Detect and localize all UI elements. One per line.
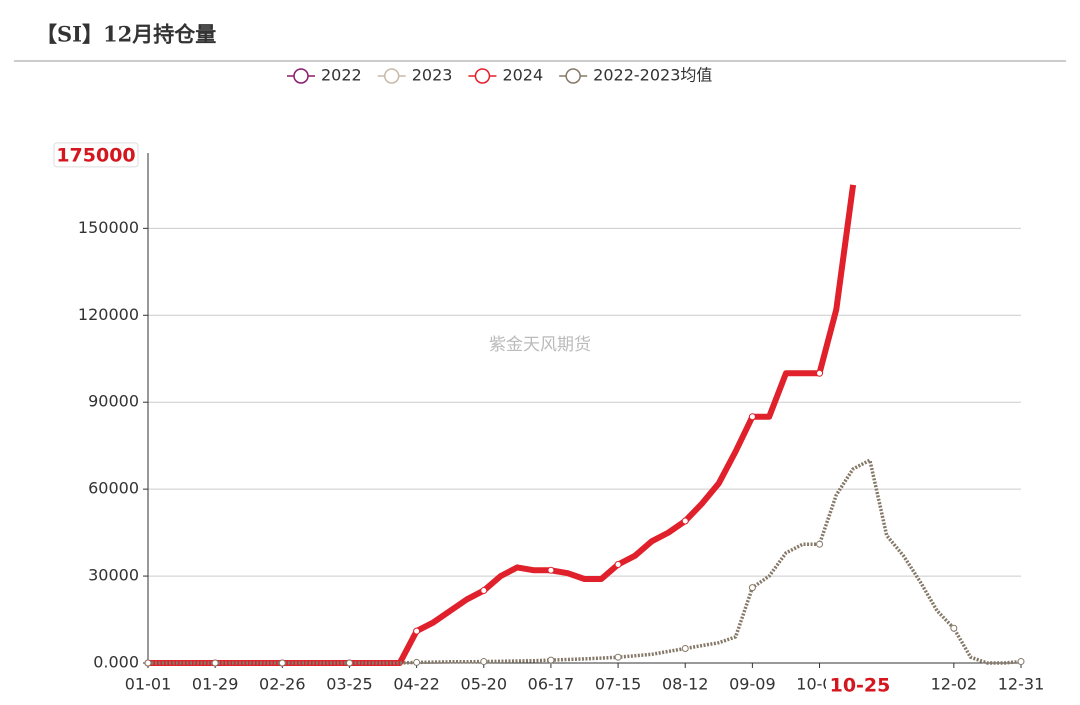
point [144,659,152,667]
x-tick-label: 12-02 [931,675,978,694]
pointer-y-label: 175000 [56,144,135,166]
y-tick-label: 150000 [78,218,139,237]
y-tick-label: 120000 [78,305,139,324]
series-line [148,184,857,666]
point [211,659,219,667]
point [950,624,958,632]
y-tick-label: 0.000 [93,653,139,672]
legend-item: 2022 [287,66,362,85]
x-tick-label: 01-29 [192,675,239,694]
x-tick-label: 06-17 [528,675,575,694]
legend-label: 2022 [321,66,362,85]
chart-title: 【SI】12月持仓量 [36,22,216,47]
point [816,540,824,548]
legend-marker [565,68,581,84]
x-tick-label: 12-31 [998,675,1045,694]
series-line [148,458,1022,665]
point [1017,658,1025,666]
point [345,659,353,667]
x-tick-label: 08-12 [662,675,709,694]
point [547,656,555,664]
x-tick-label: 09-09 [729,675,776,694]
y-tick-label: 90000 [88,392,139,411]
point [480,587,488,595]
pointer-y-box [53,142,139,168]
y-tick-label: 60000 [88,479,139,498]
x-tick-label: 05-20 [461,675,508,694]
x-tick-label: 02-26 [259,675,306,694]
point [480,658,488,666]
point [816,369,824,377]
point [547,566,555,574]
y-tick-label: 30000 [88,566,139,585]
point [748,584,756,592]
point [413,627,421,635]
x-tick-label: 04-22 [393,675,440,694]
point [681,645,689,653]
x-tick-label: 01-01 [125,675,172,694]
point [614,560,622,568]
pointer-x-label: 10-25 [830,675,891,697]
legend-marker [383,68,400,84]
watermark: 紫金天风期货 [489,335,591,355]
legend-label: 2024 [502,66,543,85]
point [748,413,756,421]
legend-item: 2022-2023均值 [559,66,712,85]
legend-label: 2022-2023均值 [593,66,712,85]
point [614,653,622,661]
point [413,658,421,666]
legend-marker [293,68,309,84]
point [278,659,286,667]
pointer-x-box [826,671,896,699]
legend-item: 2023 [377,66,453,85]
x-tick-label: 07-15 [595,675,642,694]
legend-item: 2024 [468,66,543,85]
legend-label: 2023 [412,66,453,85]
legend-marker [474,68,491,84]
point [681,517,689,525]
x-tick-label: 03-25 [326,675,373,694]
